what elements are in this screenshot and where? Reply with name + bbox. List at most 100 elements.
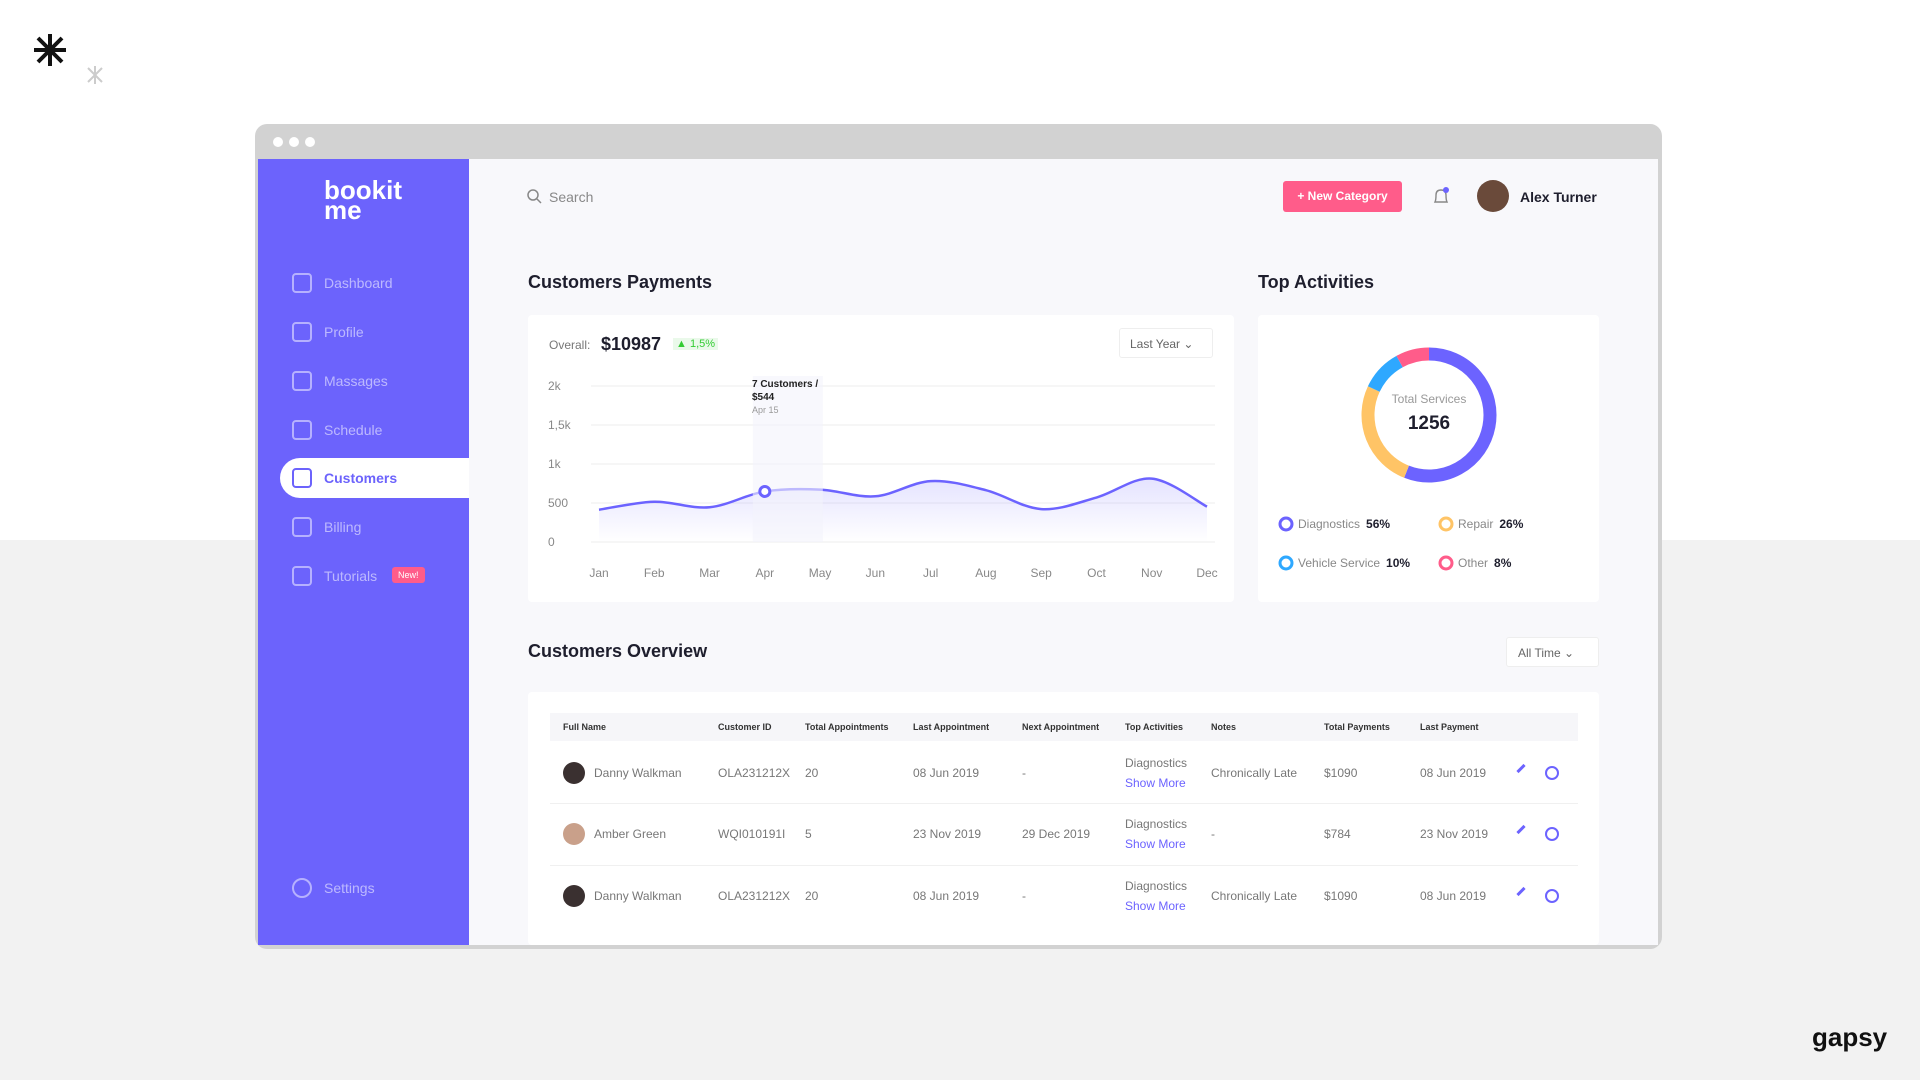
nav-item[interactable]: Schedule — [324, 422, 383, 438]
nav-item[interactable]: Billing — [324, 519, 362, 535]
legend-label: Other — [1458, 556, 1488, 570]
donut-segment — [1367, 355, 1404, 393]
overview-period: All Time — [1518, 646, 1561, 660]
nav-icon — [292, 566, 312, 586]
row-avatar — [563, 762, 585, 784]
x-tick-label: Oct — [1087, 566, 1106, 580]
overall-value: $10987 — [601, 334, 662, 354]
legend-value: 10% — [1386, 556, 1410, 570]
row-avatar — [563, 885, 585, 907]
logo: bookit me — [324, 177, 402, 225]
change-badge: ▲ 1,5% — [673, 338, 719, 350]
table-cell: Amber Green — [594, 827, 667, 841]
tooltip-band — [752, 376, 823, 542]
nav-icon — [292, 273, 312, 293]
period-dropdown[interactable]: Last Year ⌄ — [1119, 328, 1213, 358]
column-header: Notes — [1211, 722, 1237, 732]
table-cell: WQI010191I — [718, 827, 786, 841]
nav-icon — [292, 468, 312, 488]
table-cell: 20 — [805, 889, 819, 903]
table-cell: OLA231212X — [718, 889, 791, 903]
table-cell: $1090 — [1324, 766, 1358, 780]
table-cell: Diagnostics — [1125, 817, 1188, 831]
show-more-link[interactable]: Show More — [1125, 899, 1186, 913]
nav-item[interactable]: Customers — [324, 470, 398, 486]
nav-item[interactable]: Dashboard — [324, 275, 393, 291]
x-tick-label: Jul — [923, 566, 938, 580]
up-arrow: ▲ — [676, 338, 690, 350]
search-input[interactable]: Search — [549, 189, 594, 205]
table-header — [550, 713, 1578, 741]
logo-bottom: me — [324, 195, 362, 225]
line-area — [599, 478, 1207, 542]
history-icon[interactable] — [1545, 827, 1559, 841]
change-value: 1,5% — [689, 338, 716, 350]
show-more-link[interactable]: Show More — [1125, 776, 1186, 790]
table-cell: OLA231212X — [718, 766, 791, 780]
table-cell: Chronically Late — [1211, 766, 1298, 780]
x-tick-label: May — [809, 566, 832, 580]
payments-card — [528, 315, 1234, 602]
nav-icon — [292, 371, 312, 391]
payments-title: Customers Payments — [528, 272, 713, 292]
table-cell: Diagnostics — [1125, 756, 1188, 770]
table-cell: 08 Jun 2019 — [1420, 889, 1487, 903]
nav-icon — [292, 420, 312, 440]
user-name[interactable]: Alex Turner — [1520, 189, 1597, 205]
settings-link[interactable]: Settings — [324, 880, 375, 896]
column-header: Next Appointment — [1022, 722, 1100, 732]
legend-label: Repair — [1458, 517, 1493, 531]
donut-segment — [1361, 386, 1410, 478]
y-tick-label: 2k — [548, 379, 562, 393]
decor-logo — [34, 34, 103, 84]
nav-icon — [292, 322, 312, 342]
nav-icon — [292, 517, 312, 537]
history-icon[interactable] — [1545, 766, 1559, 780]
table-cell: 08 Jun 2019 — [1420, 766, 1487, 780]
x-tick-label: Feb — [644, 566, 665, 580]
x-tick-label: Apr — [755, 566, 774, 580]
legend-marker — [1438, 516, 1454, 532]
y-tick-label: 1k — [548, 457, 562, 471]
user-avatar[interactable] — [1477, 180, 1509, 212]
overall-label: Overall: — [549, 338, 591, 352]
nav-item[interactable]: Profile — [324, 324, 364, 340]
show-more-link[interactable]: Show More — [1125, 837, 1186, 851]
line — [598, 477, 1208, 511]
overview-dropdown[interactable]: All Time ⌄ — [1506, 637, 1599, 667]
tooltip-line1: 7 Customers / — [752, 379, 818, 390]
nav-item[interactable]: Tutorials — [324, 568, 378, 584]
new-category-button[interactable]: + New Category — [1283, 181, 1402, 212]
tooltip-line2: $544 — [752, 392, 775, 403]
table-cell: - — [1022, 889, 1026, 903]
bell-icon[interactable] — [1432, 186, 1450, 208]
nav-item[interactable]: Massages — [324, 373, 388, 389]
window-dots — [273, 137, 315, 147]
donut-segment — [1404, 347, 1497, 483]
brand: gapsy — [1812, 1022, 1888, 1052]
legend-marker — [1438, 555, 1454, 571]
legend-marker — [1278, 555, 1294, 571]
legend-marker — [1278, 516, 1294, 532]
y-tick-label: 500 — [548, 496, 568, 510]
table-cell: - — [1211, 827, 1215, 841]
legend-label: Vehicle Service — [1298, 556, 1380, 570]
donut-segment — [1396, 347, 1430, 368]
table-cell: 20 — [805, 766, 819, 780]
column-header: Total Appointments — [805, 722, 889, 732]
overview-title: Customers Overview — [528, 641, 708, 661]
history-icon[interactable] — [1545, 889, 1559, 903]
table-cell: Chronically Late — [1211, 889, 1298, 903]
table-cell: 5 — [805, 827, 812, 841]
table-cell: Diagnostics — [1125, 879, 1188, 893]
legend-label: Diagnostics — [1298, 517, 1360, 531]
center-total: 1256 — [1408, 413, 1450, 434]
table-cell: 08 Jun 2019 — [913, 766, 980, 780]
x-tick-label: Jan — [589, 566, 608, 580]
column-header: Customer ID — [718, 722, 772, 732]
table-cell: $784 — [1324, 827, 1351, 841]
x-tick-label: Dec — [1196, 566, 1217, 580]
table-cell: 29 Dec 2019 — [1022, 827, 1091, 841]
legend-value: 26% — [1499, 517, 1523, 531]
